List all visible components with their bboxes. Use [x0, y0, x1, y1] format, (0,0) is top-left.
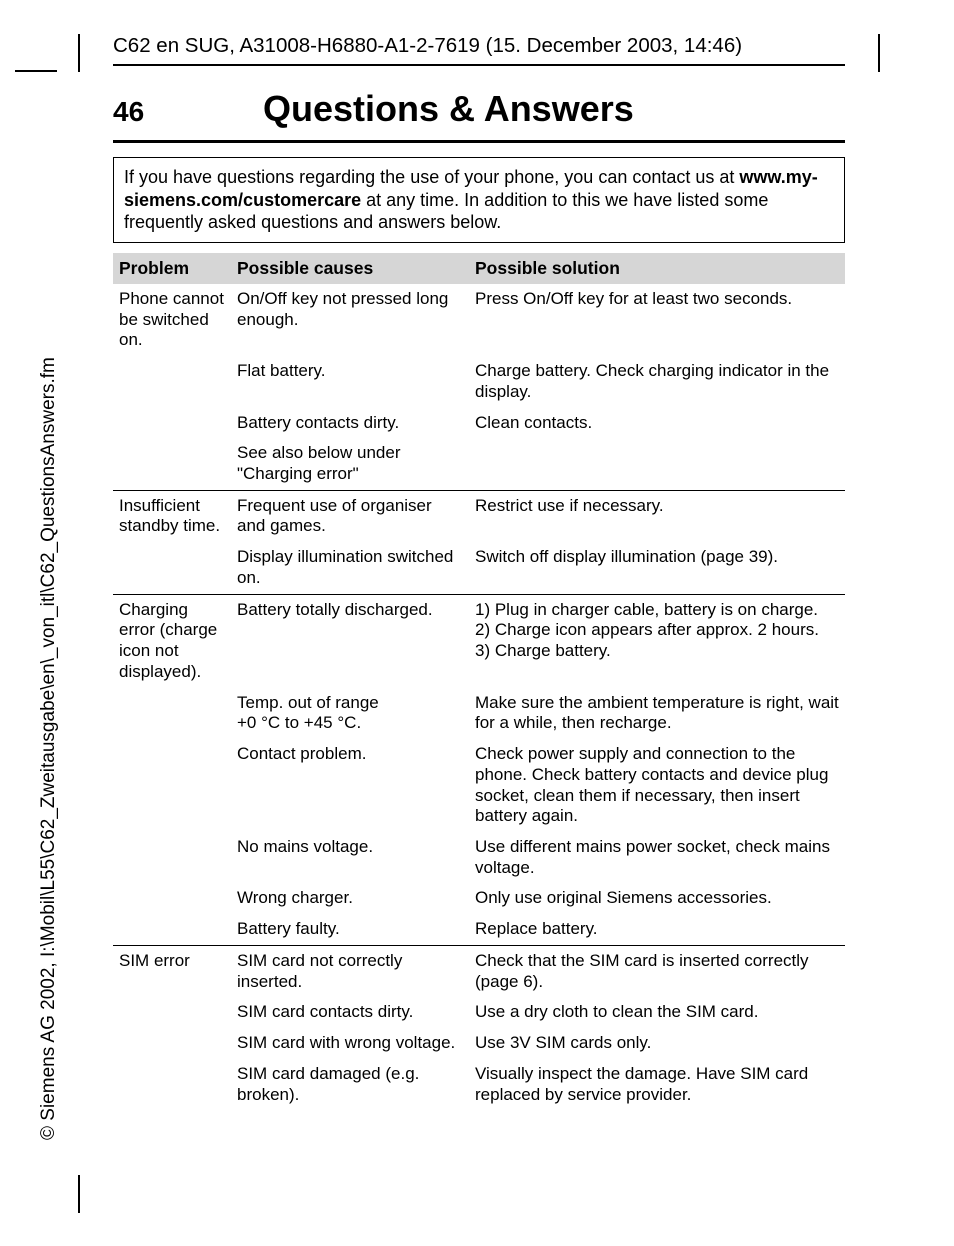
problem-cell: [113, 542, 231, 594]
page-number: 46: [113, 96, 233, 128]
problem-cell: [113, 914, 231, 945]
solution-cell: Switch off display illumination (page 39…: [469, 542, 845, 594]
page-container: © Siemens AG 2002, I:\Mobil\L55\C62_Zwei…: [0, 0, 954, 1246]
problem-cell: [113, 688, 231, 739]
problem-cell: [113, 997, 231, 1028]
problem-cell: SIM error: [113, 945, 231, 997]
crop-mark: [78, 34, 80, 72]
col-solution: Possible solution: [469, 253, 845, 284]
solution-cell: Use 3V SIM cards only.: [469, 1028, 845, 1059]
table-header-row: Problem Possible causes Possible solutio…: [113, 253, 845, 284]
cause-cell: SIM card contacts dirty.: [231, 997, 469, 1028]
table-row: Phone cannot be switched on.On/Off key n…: [113, 284, 845, 356]
problem-cell: Charging error (charge icon not displaye…: [113, 594, 231, 687]
cause-cell: Wrong charger.: [231, 883, 469, 914]
table-row: SIM card contacts dirty.Use a dry cloth …: [113, 997, 845, 1028]
cause-cell: SIM card with wrong voltage.: [231, 1028, 469, 1059]
table-row: Charging error (charge icon not displaye…: [113, 594, 845, 687]
problem-cell: [113, 832, 231, 883]
cause-cell: Temp. out of range +0 °C to +45 °C.: [231, 688, 469, 739]
cause-cell: Display illumination switched on.: [231, 542, 469, 594]
table-row: Insufficient standby time.Frequent use o…: [113, 490, 845, 542]
cause-cell: SIM card not correctly inserted.: [231, 945, 469, 997]
cause-cell: Battery faulty.: [231, 914, 469, 945]
table-row: See also below under "Charging error": [113, 438, 845, 490]
intro-box: If you have questions regarding the use …: [113, 157, 845, 243]
cause-cell: Battery contacts dirty.: [231, 408, 469, 439]
solution-cell: Check that the SIM card is inserted corr…: [469, 945, 845, 997]
solution-cell: Use different mains power socket, check …: [469, 832, 845, 883]
table-row: No mains voltage.Use different mains pow…: [113, 832, 845, 883]
col-cause: Possible causes: [231, 253, 469, 284]
table-row: SIM errorSIM card not correctly inserted…: [113, 945, 845, 997]
qa-table: Problem Possible causes Possible solutio…: [113, 253, 845, 1111]
solution-cell: Visually inspect the damage. Have SIM ca…: [469, 1059, 845, 1110]
solution-cell: Only use original Siemens accessories.: [469, 883, 845, 914]
problem-cell: [113, 883, 231, 914]
crop-mark: [78, 1175, 80, 1213]
cause-cell: Frequent use of organiser and games.: [231, 490, 469, 542]
solution-cell: Press On/Off key for at least two second…: [469, 284, 845, 356]
table-row: Battery faulty.Replace battery.: [113, 914, 845, 945]
solution-cell: [469, 438, 845, 490]
table-row: Display illumination switched on.Switch …: [113, 542, 845, 594]
intro-text-1: If you have questions regarding the use …: [124, 167, 739, 187]
table-row: Flat battery.Charge battery. Check charg…: [113, 356, 845, 407]
cause-cell: SIM card damaged (e.g. broken).: [231, 1059, 469, 1110]
problem-cell: Insufficient standby time.: [113, 490, 231, 542]
solution-cell: Clean contacts.: [469, 408, 845, 439]
table-row: SIM card with wrong voltage.Use 3V SIM c…: [113, 1028, 845, 1059]
problem-cell: [113, 356, 231, 407]
table-row: Wrong charger.Only use original Siemens …: [113, 883, 845, 914]
solution-cell: Charge battery. Check charging indicator…: [469, 356, 845, 407]
solution-cell: Restrict use if necessary.: [469, 490, 845, 542]
cause-cell: Flat battery.: [231, 356, 469, 407]
cause-cell: Contact problem.: [231, 739, 469, 832]
problem-cell: [113, 438, 231, 490]
col-problem: Problem: [113, 253, 231, 284]
table-row: SIM card damaged (e.g. broken).Visually …: [113, 1059, 845, 1110]
document-header: C62 en SUG, A31008-H6880-A1-2-7619 (15. …: [113, 34, 845, 66]
title-row: 46 Questions & Answers: [113, 88, 845, 143]
problem-cell: [113, 1059, 231, 1110]
solution-cell: Check power supply and connection to the…: [469, 739, 845, 832]
cause-cell: See also below under "Charging error": [231, 438, 469, 490]
table-row: Battery contacts dirty.Clean contacts.: [113, 408, 845, 439]
cause-cell: Battery totally discharged.: [231, 594, 469, 687]
cause-cell: On/Off key not pressed long enough.: [231, 284, 469, 356]
table-row: Temp. out of range +0 °C to +45 °C.Make …: [113, 688, 845, 739]
solution-cell: Use a dry cloth to clean the SIM card.: [469, 997, 845, 1028]
crop-mark: [878, 34, 880, 72]
page-title: Questions & Answers: [233, 88, 845, 130]
crop-mark: [15, 70, 57, 72]
problem-cell: [113, 739, 231, 832]
solution-cell: 1) Plug in charger cable, battery is on …: [469, 594, 845, 687]
solution-cell: Make sure the ambient temperature is rig…: [469, 688, 845, 739]
content-area: C62 en SUG, A31008-H6880-A1-2-7619 (15. …: [113, 34, 845, 1110]
problem-cell: [113, 1028, 231, 1059]
table-row: Contact problem.Check power supply and c…: [113, 739, 845, 832]
side-copyright: © Siemens AG 2002, I:\Mobil\L55\C62_Zwei…: [38, 357, 60, 1140]
solution-cell: Replace battery.: [469, 914, 845, 945]
problem-cell: [113, 408, 231, 439]
cause-cell: No mains voltage.: [231, 832, 469, 883]
problem-cell: Phone cannot be switched on.: [113, 284, 231, 356]
